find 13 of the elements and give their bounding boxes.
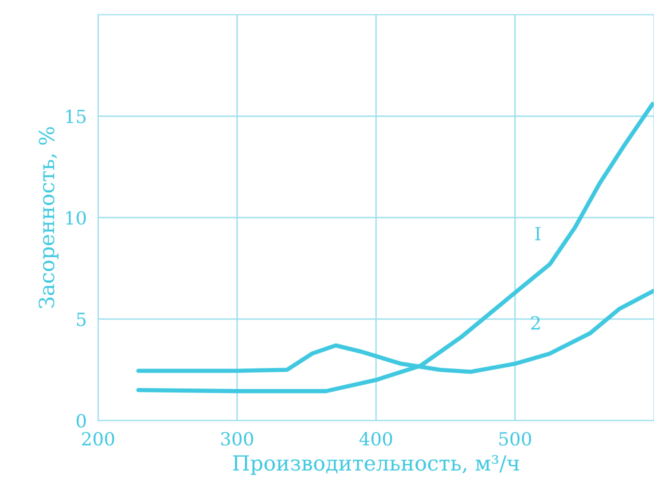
y-tick-label: 0 bbox=[76, 414, 86, 428]
x-tick-label: 200 bbox=[82, 432, 114, 446]
x-tick-label: 300 bbox=[221, 432, 254, 446]
x-axis-title: Производительность, м³/ч bbox=[233, 455, 520, 475]
y-tick-label: 15 bbox=[66, 110, 86, 124]
y-axis-title: Засоренность, % bbox=[38, 127, 58, 308]
x-tick-label: 500 bbox=[499, 432, 532, 446]
y-tick-label: 5 bbox=[77, 312, 86, 326]
series-label: 2 bbox=[531, 316, 540, 330]
x-tick-label: 400 bbox=[359, 432, 392, 446]
y-tick-label: 10 bbox=[66, 211, 86, 225]
series-label: I bbox=[535, 227, 540, 240]
line-series bbox=[136, 102, 654, 394]
